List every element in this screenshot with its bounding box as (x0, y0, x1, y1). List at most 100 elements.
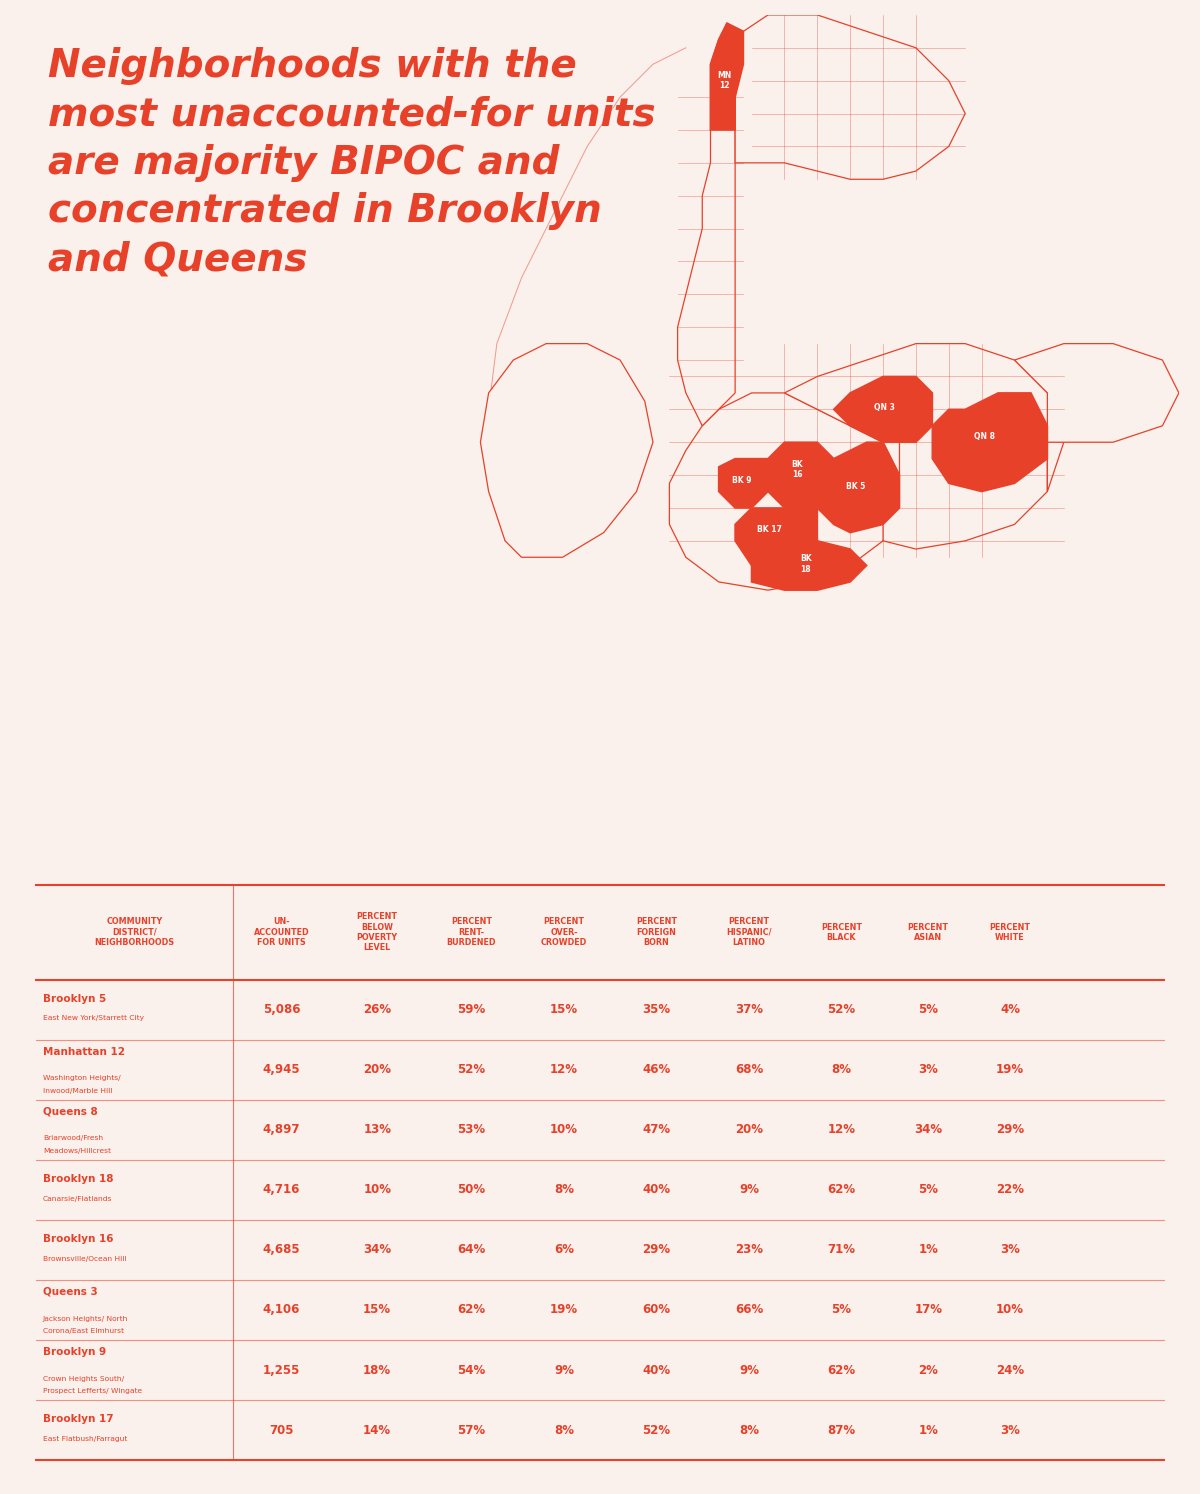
Text: Inwood/Marble Hill: Inwood/Marble Hill (43, 1088, 112, 1094)
Text: Brownsville/Ocean Hill: Brownsville/Ocean Hill (43, 1255, 126, 1261)
Text: 15%: 15% (364, 1303, 391, 1316)
Polygon shape (932, 393, 1048, 492)
Text: 9%: 9% (554, 1364, 574, 1376)
Text: 19%: 19% (996, 1064, 1024, 1076)
Text: 34%: 34% (914, 1123, 942, 1137)
Polygon shape (834, 376, 932, 442)
Text: 5%: 5% (918, 1004, 938, 1016)
Text: 26%: 26% (364, 1004, 391, 1016)
Polygon shape (751, 541, 866, 590)
Text: PERCENT
HISPANIC/
LATINO: PERCENT HISPANIC/ LATINO (726, 917, 772, 947)
Text: 52%: 52% (457, 1064, 486, 1076)
Text: 35%: 35% (642, 1004, 671, 1016)
Text: Brooklyn 17: Brooklyn 17 (43, 1413, 113, 1424)
Text: PERCENT
FOREIGN
BORN: PERCENT FOREIGN BORN (636, 917, 677, 947)
Text: BK 9: BK 9 (732, 475, 751, 484)
Text: BK
16: BK 16 (792, 460, 803, 480)
Text: 22%: 22% (996, 1183, 1024, 1197)
Text: 47%: 47% (642, 1123, 671, 1137)
Text: Brooklyn 18: Brooklyn 18 (43, 1174, 113, 1183)
Text: 8%: 8% (739, 1424, 758, 1437)
Text: Washington Heights/: Washington Heights/ (43, 1076, 120, 1082)
Text: 87%: 87% (827, 1424, 856, 1437)
Text: Brooklyn 9: Brooklyn 9 (43, 1346, 106, 1357)
Text: Manhattan 12: Manhattan 12 (43, 1046, 125, 1056)
Text: 20%: 20% (364, 1064, 391, 1076)
Text: BK 5: BK 5 (846, 481, 866, 492)
Text: 40%: 40% (642, 1364, 671, 1376)
Text: Queens 8: Queens 8 (43, 1107, 97, 1116)
Text: 18%: 18% (364, 1364, 391, 1376)
Text: BK 17: BK 17 (757, 526, 782, 535)
Text: 5%: 5% (832, 1303, 851, 1316)
Text: 12%: 12% (550, 1064, 578, 1076)
Text: 4,945: 4,945 (263, 1064, 300, 1076)
Text: Prospect Lefferts/ Wingate: Prospect Lefferts/ Wingate (43, 1388, 142, 1394)
Text: 13%: 13% (364, 1123, 391, 1137)
Text: 62%: 62% (827, 1364, 856, 1376)
Text: Corona/East Elmhurst: Corona/East Elmhurst (43, 1328, 124, 1334)
Text: 12%: 12% (827, 1123, 856, 1137)
Polygon shape (480, 344, 653, 557)
Text: BK
18: BK 18 (800, 554, 811, 574)
Text: 71%: 71% (827, 1243, 856, 1256)
Text: 4,106: 4,106 (263, 1303, 300, 1316)
Text: 23%: 23% (734, 1243, 763, 1256)
Polygon shape (1014, 344, 1178, 492)
Text: Canarsie/Flatlands: Canarsie/Flatlands (43, 1195, 112, 1201)
Text: 59%: 59% (457, 1004, 486, 1016)
Text: 52%: 52% (827, 1004, 856, 1016)
Text: Brooklyn 16: Brooklyn 16 (43, 1234, 113, 1245)
Text: 29%: 29% (996, 1123, 1024, 1137)
Text: 9%: 9% (739, 1364, 758, 1376)
Text: 8%: 8% (554, 1183, 574, 1197)
Text: COMMUNITY
DISTRICT/
NEIGHBORHOODS: COMMUNITY DISTRICT/ NEIGHBORHOODS (95, 917, 175, 947)
Text: 5,086: 5,086 (263, 1004, 300, 1016)
Text: 62%: 62% (457, 1303, 486, 1316)
Text: 37%: 37% (734, 1004, 763, 1016)
Text: Crown Heights South/: Crown Heights South/ (43, 1376, 124, 1382)
Polygon shape (678, 24, 743, 426)
Text: 34%: 34% (364, 1243, 391, 1256)
Text: 9%: 9% (739, 1183, 758, 1197)
Polygon shape (736, 508, 817, 566)
Text: East Flatbush/Farragut: East Flatbush/Farragut (43, 1436, 127, 1442)
Polygon shape (670, 393, 900, 590)
Text: 4,685: 4,685 (263, 1243, 300, 1256)
Text: 68%: 68% (734, 1064, 763, 1076)
Polygon shape (817, 442, 900, 533)
Polygon shape (768, 442, 834, 508)
Text: Neighborhoods with the
most unaccounted-for units
are majority BIPOC and
concent: Neighborhoods with the most unaccounted-… (48, 46, 655, 279)
Text: 10%: 10% (996, 1303, 1024, 1316)
Text: 6%: 6% (554, 1243, 574, 1256)
Text: 46%: 46% (642, 1064, 671, 1076)
Text: Jackson Heights/ North: Jackson Heights/ North (43, 1316, 128, 1322)
Text: Brooklyn 5: Brooklyn 5 (43, 994, 106, 1004)
Text: 19%: 19% (550, 1303, 578, 1316)
Text: 5%: 5% (918, 1183, 938, 1197)
Text: 4,897: 4,897 (263, 1123, 300, 1137)
Text: 8%: 8% (832, 1064, 851, 1076)
Text: 3%: 3% (918, 1064, 938, 1076)
Text: Queens 3: Queens 3 (43, 1286, 97, 1297)
Text: 40%: 40% (642, 1183, 671, 1197)
Text: 705: 705 (269, 1424, 294, 1437)
Text: 3%: 3% (1000, 1243, 1020, 1256)
Text: QN 3: QN 3 (875, 403, 895, 412)
Text: 10%: 10% (364, 1183, 391, 1197)
Text: PERCENT
ASIAN: PERCENT ASIAN (907, 923, 949, 943)
Text: 29%: 29% (642, 1243, 671, 1256)
Text: 1%: 1% (918, 1243, 938, 1256)
Text: 20%: 20% (734, 1123, 763, 1137)
Text: 8%: 8% (554, 1424, 574, 1437)
Text: PERCENT
WHITE: PERCENT WHITE (990, 923, 1031, 943)
Text: 15%: 15% (550, 1004, 578, 1016)
Text: PERCENT
OVER-
CROWDED: PERCENT OVER- CROWDED (541, 917, 587, 947)
Polygon shape (736, 15, 965, 179)
Text: 4%: 4% (1000, 1004, 1020, 1016)
Text: 62%: 62% (827, 1183, 856, 1197)
Polygon shape (785, 344, 1064, 550)
Text: 14%: 14% (364, 1424, 391, 1437)
Text: 10%: 10% (550, 1123, 578, 1137)
Text: 1,255: 1,255 (263, 1364, 300, 1376)
